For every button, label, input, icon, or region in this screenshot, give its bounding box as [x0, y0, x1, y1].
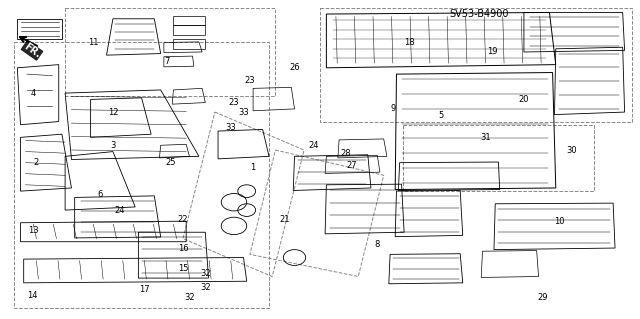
Text: 10: 10	[554, 217, 564, 226]
Text: 32: 32	[200, 283, 211, 292]
Text: 19: 19	[487, 48, 497, 56]
Text: 1: 1	[250, 163, 256, 172]
Text: 16: 16	[178, 243, 188, 253]
Text: 15: 15	[178, 264, 188, 273]
Text: 20: 20	[518, 95, 529, 104]
Text: 21: 21	[280, 215, 290, 224]
Text: 24: 24	[114, 206, 125, 215]
Text: SV53-B4900: SV53-B4900	[449, 9, 509, 19]
Text: 9: 9	[390, 104, 396, 113]
Text: 33: 33	[238, 108, 249, 116]
Text: 31: 31	[481, 133, 491, 142]
Text: 33: 33	[225, 123, 236, 132]
Text: 8: 8	[374, 241, 380, 249]
Text: 32: 32	[184, 293, 195, 301]
Text: 32: 32	[200, 269, 211, 278]
Text: 30: 30	[566, 145, 577, 154]
Text: 27: 27	[346, 161, 357, 170]
Text: 2: 2	[34, 158, 39, 167]
Text: 18: 18	[404, 38, 415, 47]
Text: 12: 12	[108, 108, 118, 116]
Text: 13: 13	[28, 226, 38, 235]
Text: 5: 5	[438, 111, 444, 120]
Text: 23: 23	[244, 76, 255, 85]
Text: 6: 6	[97, 190, 103, 199]
Text: 11: 11	[88, 38, 99, 47]
Text: 7: 7	[164, 57, 170, 66]
Text: 23: 23	[228, 98, 239, 107]
Text: 25: 25	[165, 158, 175, 167]
Text: 26: 26	[289, 63, 300, 72]
Text: FR.: FR.	[22, 41, 42, 60]
Text: 4: 4	[31, 89, 36, 98]
Text: 22: 22	[178, 215, 188, 224]
Text: 29: 29	[538, 293, 548, 301]
Text: 14: 14	[27, 291, 37, 300]
Text: FR.: FR.	[22, 41, 42, 60]
Text: 3: 3	[110, 141, 116, 150]
Text: 28: 28	[340, 149, 351, 158]
Text: 17: 17	[140, 285, 150, 294]
Text: 24: 24	[308, 141, 319, 150]
